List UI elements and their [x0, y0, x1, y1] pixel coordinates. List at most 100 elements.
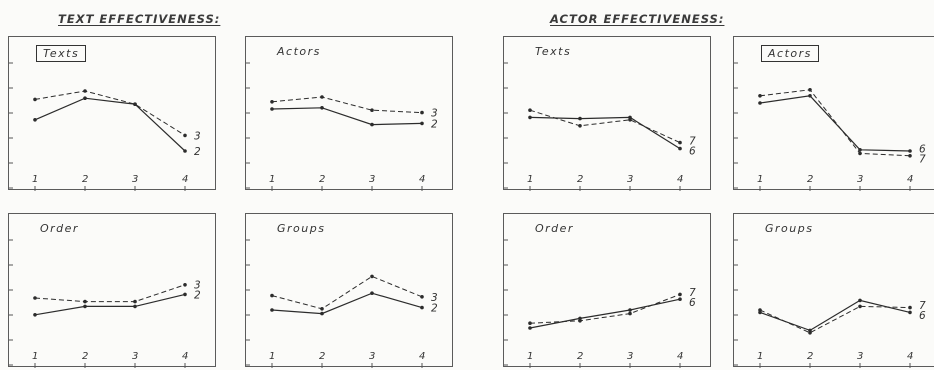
- x-tick-label: 3: [627, 174, 633, 185]
- data-point: [320, 311, 324, 316]
- series-label-6: 6: [689, 297, 696, 309]
- panel-title: Texts: [535, 45, 572, 58]
- x-tick-label: 2: [82, 351, 88, 362]
- x-tick-label: 2: [319, 351, 325, 362]
- series-line-6: [759, 299, 911, 332]
- chart-plot-text-texts: 1 2 3 4 3 2: [9, 62, 201, 191]
- chart-plot-text-groups: 1 2 3 432: [246, 239, 438, 368]
- data-point: [628, 308, 632, 312]
- data-point: [528, 108, 532, 112]
- data-point: [678, 140, 682, 145]
- data-point: [808, 88, 812, 92]
- x-tick-label: 4: [182, 351, 188, 362]
- x-tick-label: 1: [269, 351, 275, 362]
- chart-plot-actor-groups: 1 2 3 4 76: [734, 239, 926, 368]
- chart-plot-actor-actors: 1 2 3 4 67: [734, 62, 926, 191]
- series-line-6: [759, 95, 911, 152]
- data-point: [133, 299, 137, 304]
- data-point: [908, 310, 912, 315]
- panel-title: Actors: [277, 45, 321, 58]
- data-point: [420, 295, 424, 299]
- series-label-2: 2: [431, 118, 438, 130]
- x-tick-label: 2: [807, 174, 813, 185]
- x-tick-label: 1: [527, 351, 533, 362]
- series-line-3: [34, 90, 186, 136]
- data-point: [83, 89, 87, 93]
- panel-title: Order: [40, 222, 79, 235]
- panel-title: Order: [535, 222, 574, 235]
- data-point: [370, 274, 374, 279]
- data-point: [183, 133, 187, 138]
- x-tick-label: 4: [419, 174, 425, 185]
- series-label-2: 2: [431, 303, 438, 315]
- x-tick-label: 4: [677, 351, 683, 362]
- series-line-6: [529, 116, 681, 150]
- series-label-3: 3: [431, 108, 438, 120]
- x-tick-label: 2: [319, 174, 325, 185]
- data-point: [908, 154, 912, 158]
- data-point: [320, 106, 324, 110]
- series-line-3: [271, 275, 423, 310]
- series-line-2: [34, 293, 186, 316]
- data-point: [83, 96, 87, 100]
- x-tick-label: 1: [757, 351, 763, 362]
- data-point: [858, 151, 862, 156]
- data-point: [83, 304, 87, 309]
- series-label-3: 3: [431, 292, 438, 304]
- data-point: [83, 299, 87, 304]
- x-tick-label: 2: [82, 174, 88, 185]
- data-point: [320, 95, 324, 99]
- series-label-2: 2: [194, 290, 201, 302]
- data-point: [678, 297, 682, 301]
- data-point: [320, 307, 324, 311]
- x-tick-label: 3: [857, 174, 863, 185]
- data-point: [528, 115, 532, 120]
- x-tick-label: 1: [32, 174, 38, 185]
- x-tick-label: 4: [419, 351, 425, 362]
- x-tick-label: 4: [907, 174, 913, 185]
- x-tick-label: 3: [369, 351, 375, 362]
- data-point: [270, 107, 274, 111]
- data-point: [33, 97, 37, 102]
- data-point: [420, 305, 424, 310]
- data-point: [758, 308, 762, 312]
- x-tick-label: 4: [907, 351, 913, 362]
- x-tick-label: 1: [269, 174, 275, 185]
- series-line-3: [34, 284, 186, 303]
- data-point: [370, 108, 374, 112]
- x-tick-label: 3: [369, 174, 375, 185]
- data-point: [420, 121, 424, 126]
- data-point: [370, 122, 374, 127]
- x-tick-label: 2: [577, 174, 583, 185]
- data-point: [270, 308, 274, 312]
- series-label-7: 7: [919, 153, 926, 165]
- panel-title: Groups: [277, 222, 326, 235]
- data-point: [33, 313, 37, 317]
- data-point: [370, 291, 374, 295]
- series-label-7: 7: [689, 287, 696, 299]
- data-point: [420, 110, 424, 115]
- data-point: [528, 321, 532, 325]
- series-label-7: 7: [689, 136, 696, 148]
- series-label-6: 6: [919, 310, 926, 322]
- series-label-6: 6: [919, 143, 926, 155]
- series-label-3: 3: [194, 280, 201, 292]
- x-tick-label: 1: [757, 174, 763, 185]
- series-label-3: 3: [194, 130, 201, 142]
- data-point: [578, 319, 582, 323]
- panel-title: Actors: [761, 45, 819, 62]
- x-tick-label: 3: [627, 351, 633, 362]
- data-point: [858, 298, 862, 303]
- data-point: [808, 94, 812, 98]
- data-point: [628, 118, 632, 122]
- x-tick-label: 3: [132, 351, 138, 362]
- data-point: [133, 304, 137, 309]
- chart-plot-actor-texts: 1 2 3 4 76: [504, 62, 696, 191]
- chart-plot-text-actors: 1 2 3 432: [246, 62, 438, 191]
